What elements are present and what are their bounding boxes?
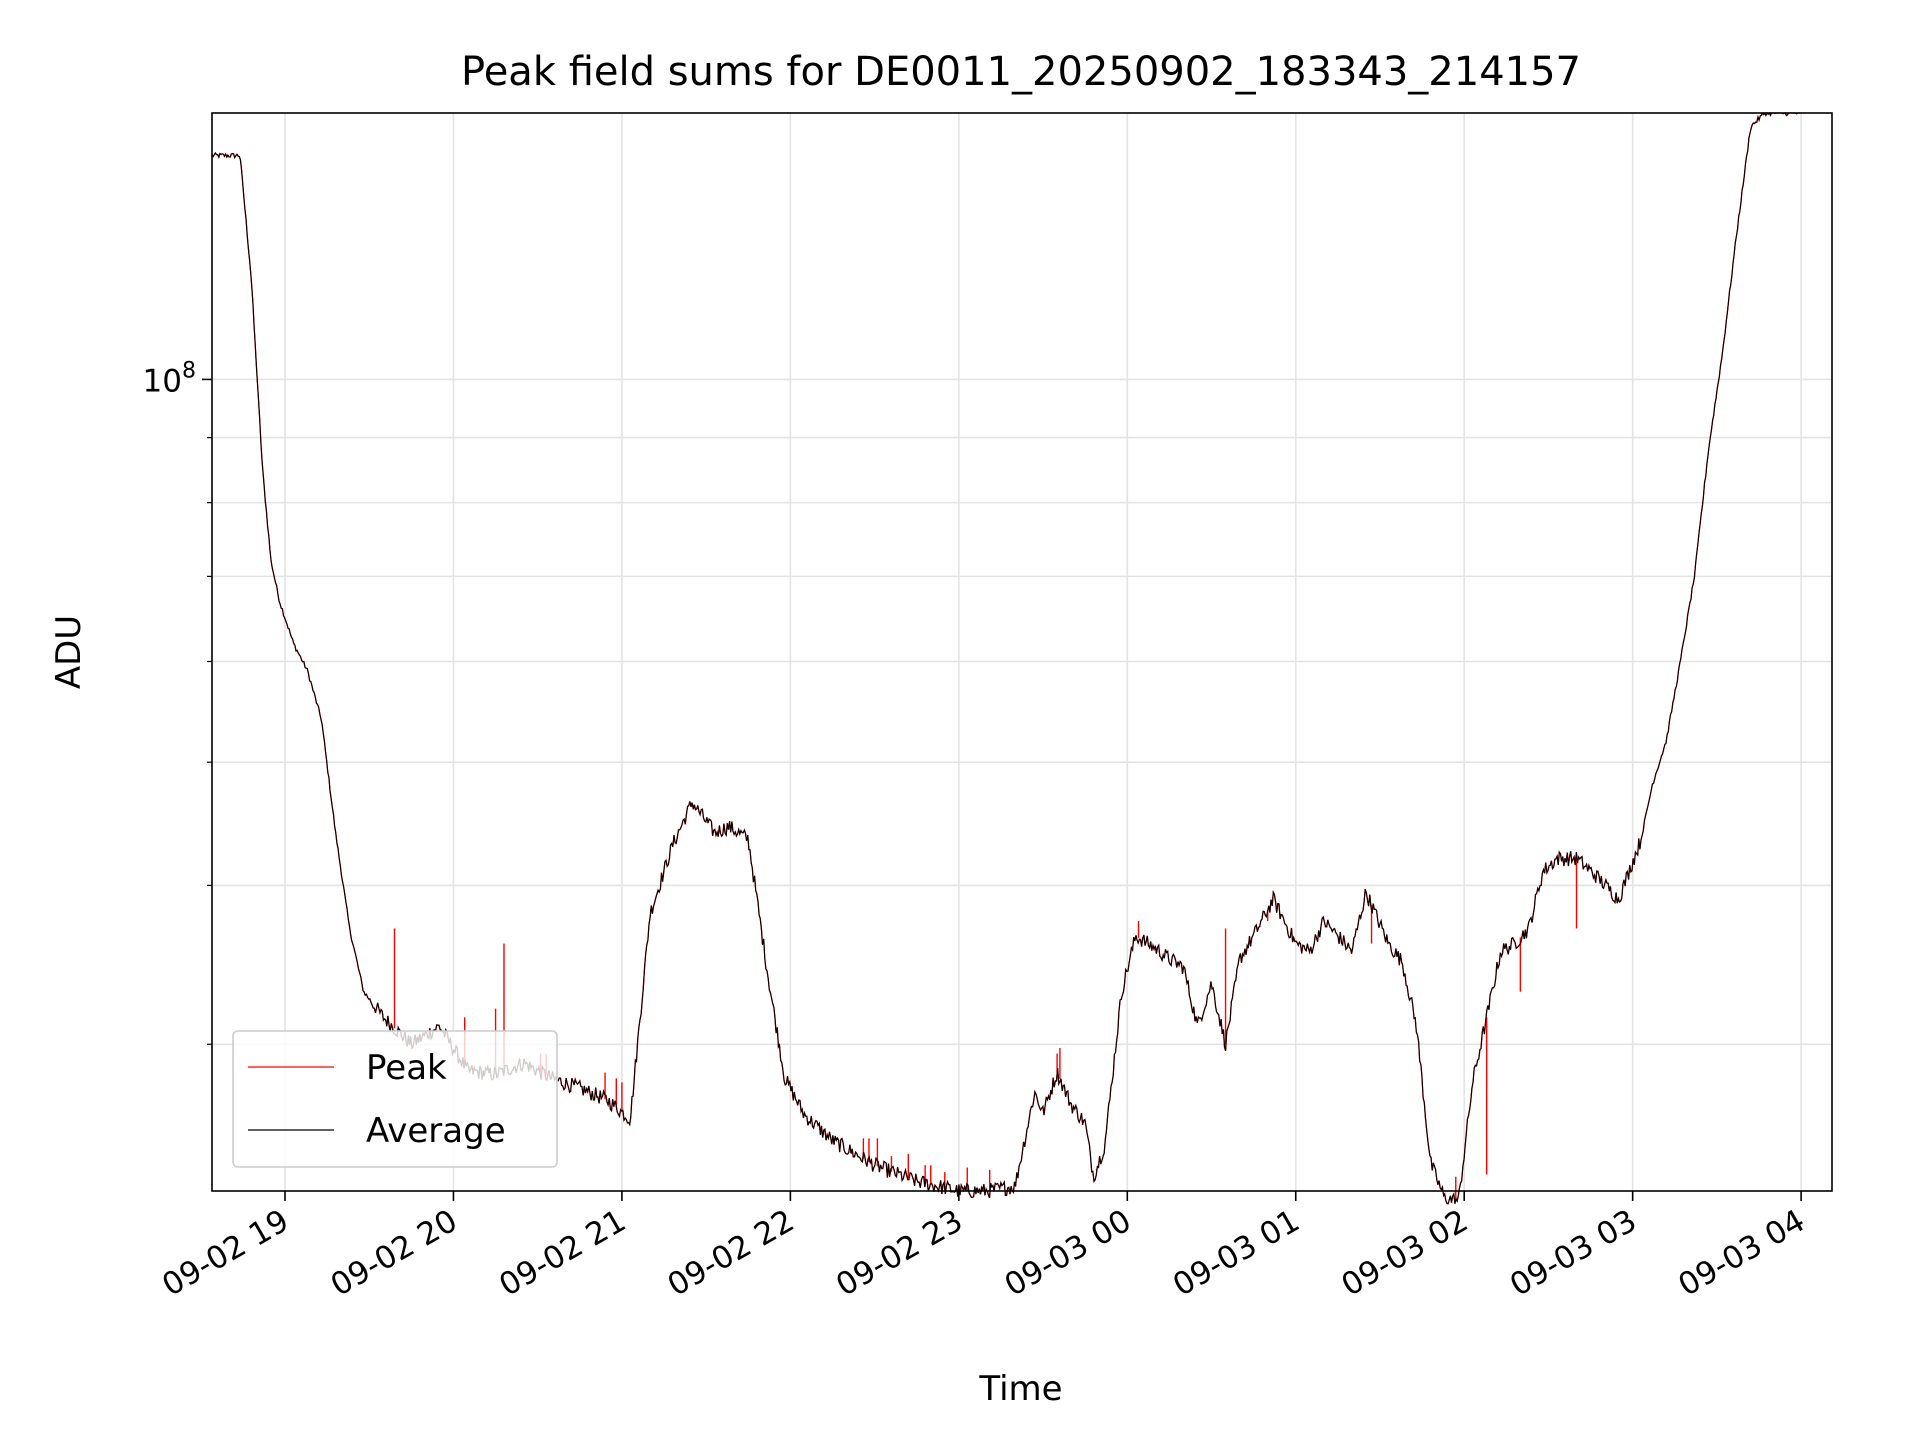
grid bbox=[212, 113, 1832, 1191]
chart-title: Peak field sums for DE0011_20250902_1833… bbox=[461, 49, 1581, 95]
legend: Peak Average bbox=[232, 1030, 558, 1168]
legend-peak-label: Peak bbox=[366, 1048, 447, 1088]
y-tick-label: 108 bbox=[143, 358, 196, 399]
legend-box bbox=[232, 1030, 558, 1168]
axes-frame bbox=[211, 112, 1833, 1192]
legend-average-label: Average bbox=[366, 1111, 506, 1151]
y-axis-label: ADU bbox=[49, 615, 89, 689]
x-axis-label: Time bbox=[978, 1369, 1062, 1409]
